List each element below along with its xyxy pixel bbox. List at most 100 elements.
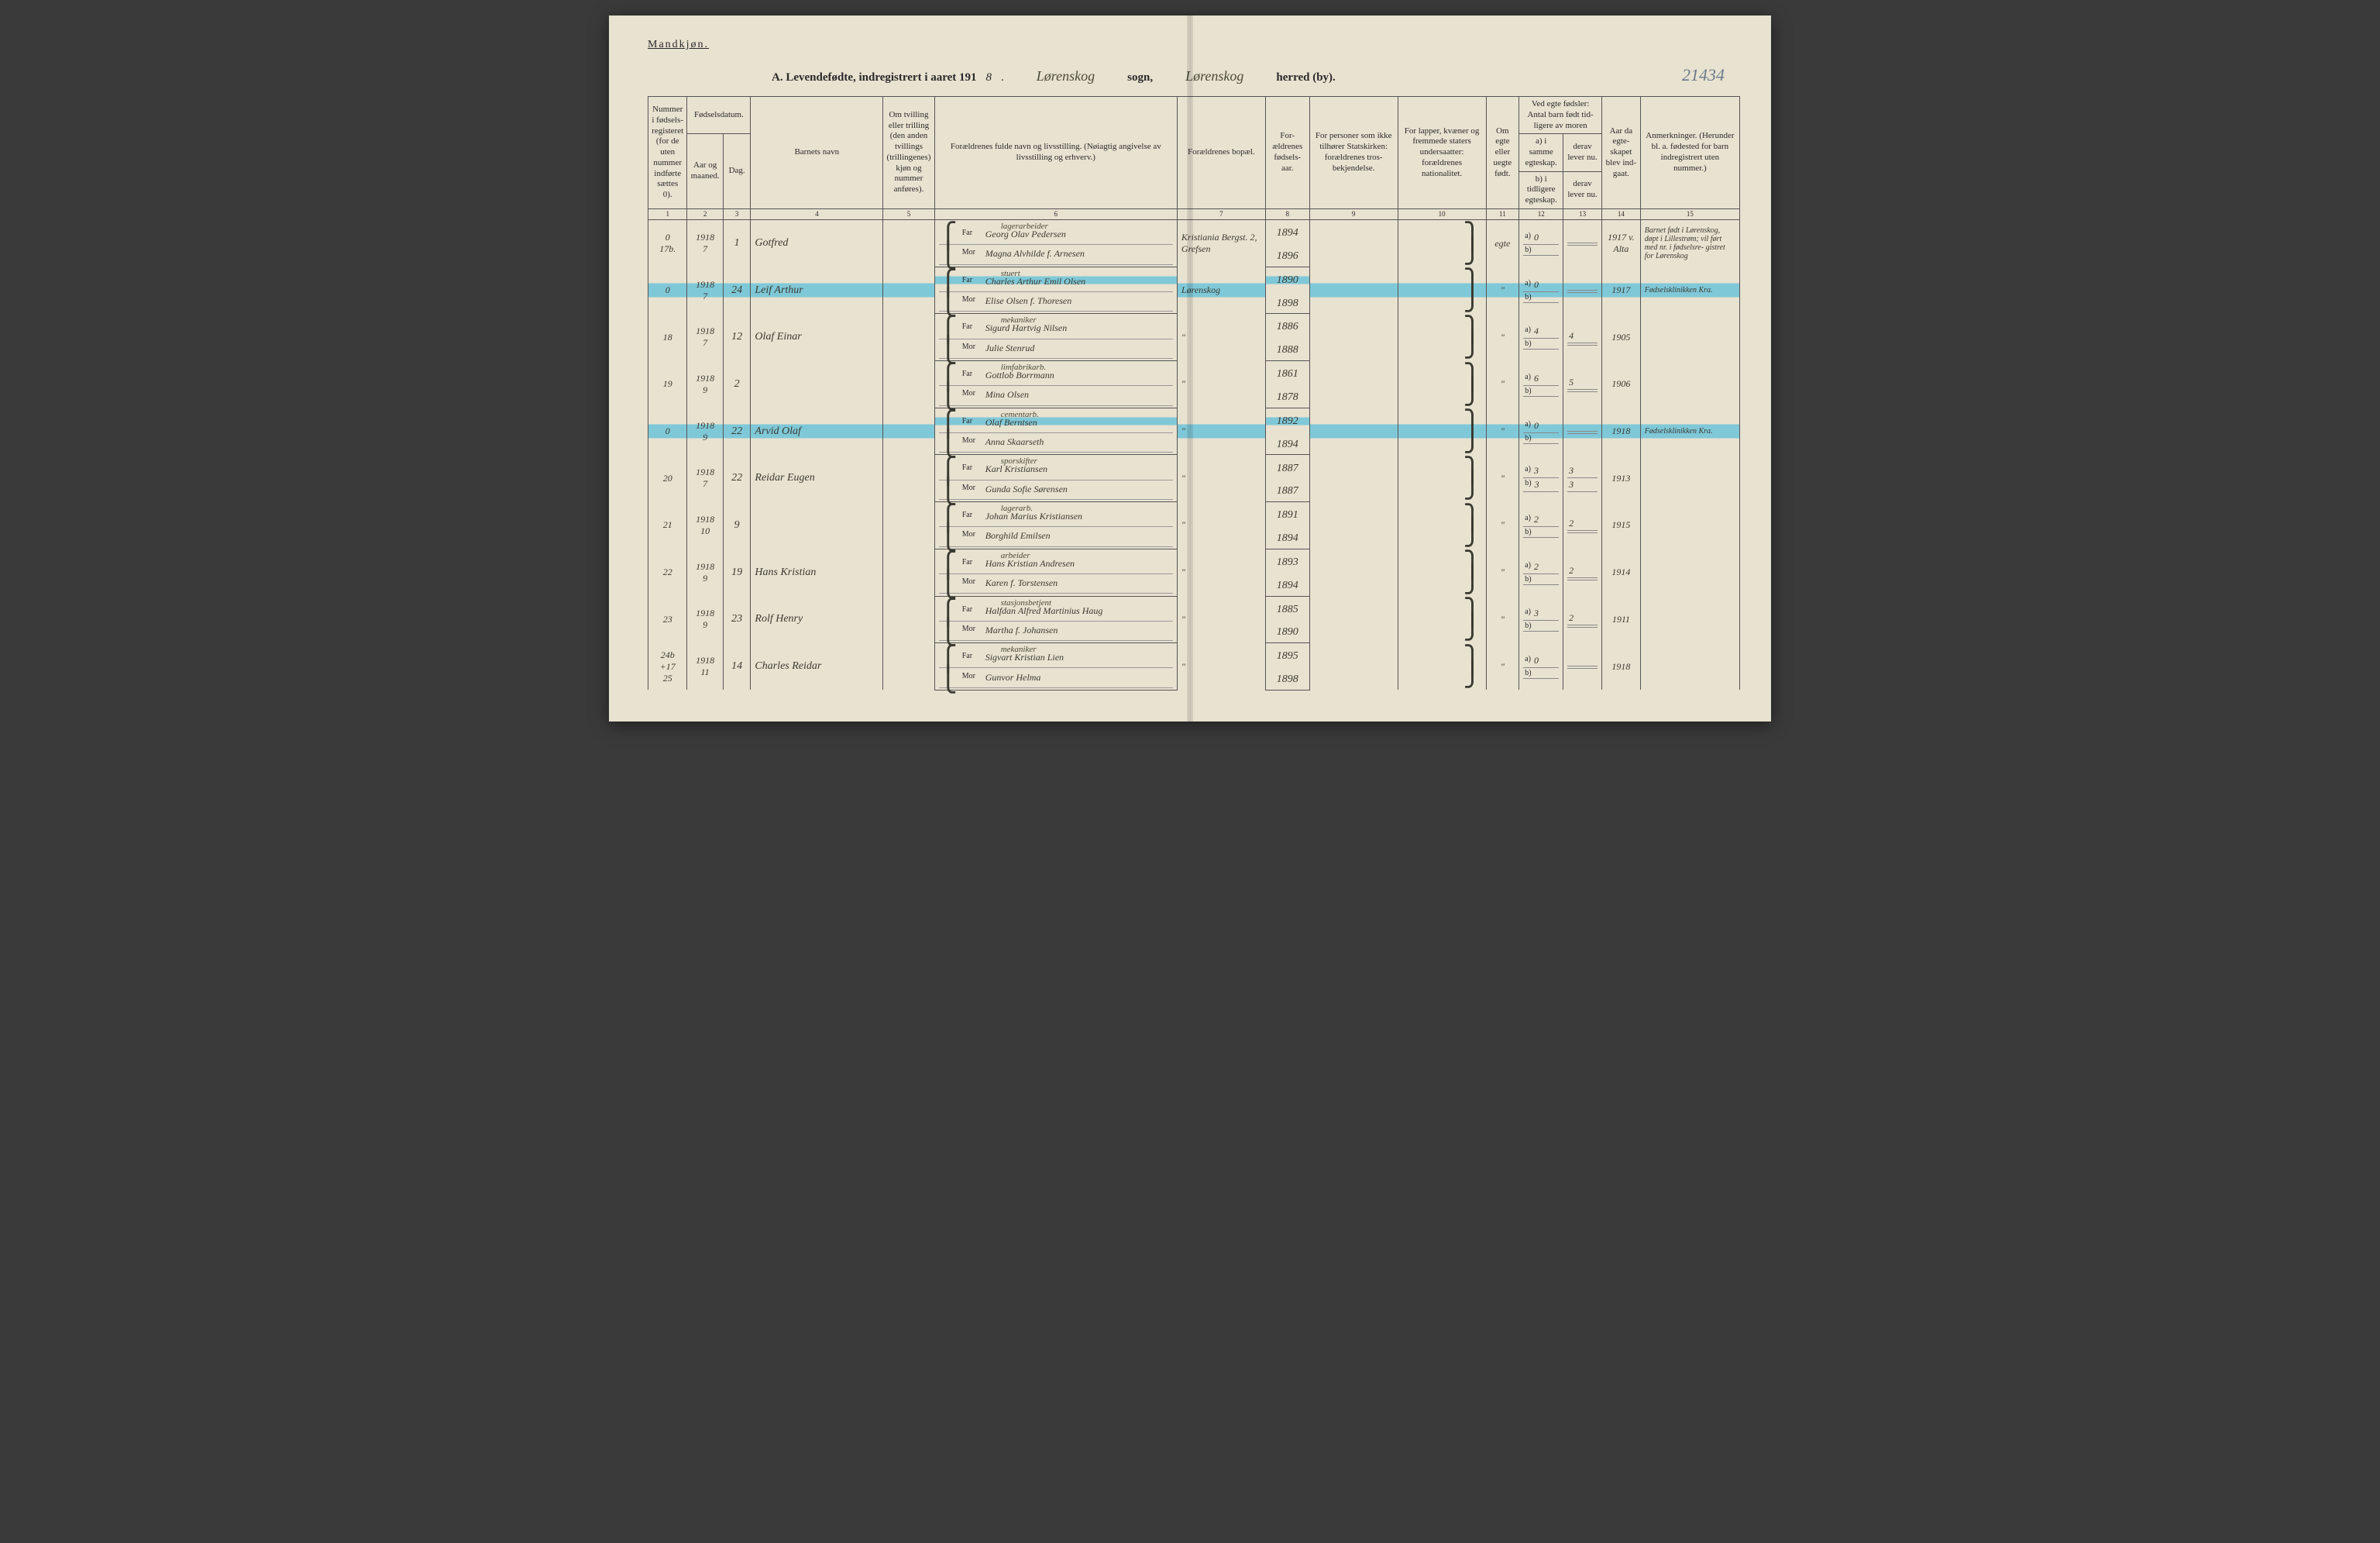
cell-father-birthyear: 1890 [1265,267,1309,294]
father-name: Georg Olav Pedersen [985,229,1066,243]
cell-living [1563,220,1602,267]
cell-father: lagerarbeider ⎧FarGeorg Olav Pedersen [934,220,1177,247]
col-living-b: derav lever nu. [1563,171,1602,208]
cell-marriage-year: 1918 [1601,643,1640,691]
table-row: 0 1918 9 22 Arvid Olaf cementarb. ⎧FarOl… [648,408,1740,435]
cell-prior-children: a)3b)3 [1519,455,1563,502]
father-name: Sigurd Hartvig Nilsen [985,322,1068,337]
cell-legitimate: " [1486,549,1519,596]
cell-residence: Kristiania Bergst. 2, Grefsen [1177,220,1265,267]
cell-day: 9 [723,502,751,549]
cell-legitimate: " [1486,643,1519,691]
cell-prior-children: a)3b) [1519,596,1563,643]
colnum: 4 [751,208,883,219]
gender-heading: Mandkjøn. [648,39,1740,51]
cell-mother: ⎩MorMina Olsen [934,387,1177,408]
cell-religion [1309,220,1398,267]
father-name: Gottlob Borrmann [985,370,1054,384]
cell-year-month: 1918 9 [687,596,723,643]
cell-child-name: Charles Reidar [751,643,883,691]
col-number: Nummer i fødsels- registeret (for de ute… [648,97,687,209]
cell-father-birthyear: 1892 [1265,408,1309,435]
col-twin: Om tvilling eller trilling (den anden tv… [883,97,934,209]
father-name: Karl Kristiansen [985,463,1047,478]
table-row: 20 1918 7 22 Reidar Eugen sporskifter ⎧F… [648,455,1740,482]
title-year: 8 [986,71,992,84]
col-residence: Forældrenes bopæl. [1177,97,1265,209]
cell-prior-children: a)0b) [1519,220,1563,267]
cell-twin [883,267,934,314]
col-religion: For personer som ikke tilhører Statskirk… [1309,97,1398,209]
cell-day: 19 [723,549,751,596]
cell-mother-birthyear: 1894 [1265,435,1309,455]
cell-prior-children: a)0b) [1519,267,1563,314]
col-parent-birthyear: For- ældrenes fødsels- aar. [1265,97,1309,209]
colnum: 6 [934,208,1177,219]
cell-marriage-year: 1913 [1601,455,1640,502]
colnum: 2 [687,208,723,219]
father-name: Johan Marius Kristiansen [985,511,1082,525]
cell-father: cementarb. ⎧FarOlaf Berntsen [934,408,1177,435]
table-row: 23 1918 9 23 Rolf Henry stasjonsbetjent … [648,596,1740,623]
cell-number: 0 17b. [648,220,687,267]
cell-religion [1309,361,1398,408]
cell-father-birthyear: 1887 [1265,455,1309,482]
title-line: A. Levendefødte, indregistrert i aaret 1… [648,65,1740,85]
table-row: 24b +17 25 1918 11 14 Charles Reidar mek… [648,643,1740,670]
cell-living: 2 [1563,549,1602,596]
cell-religion [1309,549,1398,596]
cell-child-name: Olaf Einar [751,314,883,361]
cell-mother: ⎩MorAnna Skaarseth [934,435,1177,455]
cell-mother-birthyear: 1898 [1265,294,1309,314]
mother-name: Elise Olsen f. Thoresen [985,295,1072,310]
cell-mother-birthyear: 1888 [1265,341,1309,361]
colnum: 5 [883,208,934,219]
colnum: 11 [1486,208,1519,219]
father-name: Charles Arthur Emil Olsen [985,276,1085,291]
cell-father: sporskifter ⎧FarKarl Kristiansen [934,455,1177,482]
register-table: Nummer i fødsels- registeret (for de ute… [648,96,1740,691]
cell-father: stuert ⎧FarCharles Arthur Emil Olsen [934,267,1177,294]
cell-residence: " [1177,549,1265,596]
cell-number: 22 [648,549,687,596]
cell-remarks: Barnet født i Lørenskog, døpt i Lillestr… [1640,220,1739,267]
page-annotation: 21434 [1682,65,1740,85]
colnum: 1 [648,208,687,219]
cell-marriage-year: 1917 v. Alta [1601,220,1640,267]
col-prior-children: Ved egte fødsler: Antal barn født tid- l… [1519,97,1602,134]
cell-number: 18 [648,314,687,361]
cell-father-birthyear: 1886 [1265,314,1309,341]
colnum: 10 [1398,208,1486,219]
cell-number: 21 [648,502,687,549]
cell-father-birthyear: 1885 [1265,596,1309,623]
cell-day: 22 [723,408,751,455]
col-prev-marriage: b) i tidligere egteskap. [1519,171,1563,208]
cell-twin [883,220,934,267]
cell-nationality: ⎫⎭ [1398,455,1486,502]
cell-nationality: ⎫⎭ [1398,314,1486,361]
cell-legitimate: " [1486,361,1519,408]
cell-residence: " [1177,643,1265,691]
cell-living: 33 [1563,455,1602,502]
cell-living [1563,408,1602,455]
cell-twin [883,549,934,596]
cell-marriage-year: 1914 [1601,549,1640,596]
cell-father: mekaniker ⎧FarSigvart Kristian Lien [934,643,1177,670]
cell-remarks [1640,361,1739,408]
table-row: 0 1918 7 24 Leif Arthur stuert ⎧FarCharl… [648,267,1740,294]
cell-prior-children: a)6b) [1519,361,1563,408]
cell-legitimate: " [1486,502,1519,549]
cell-twin [883,502,934,549]
cell-father: arbeider ⎧FarHans Kristian Andresen [934,549,1177,576]
cell-twin [883,455,934,502]
cell-nationality: ⎫⎭ [1398,502,1486,549]
cell-prior-children: a)0b) [1519,643,1563,691]
cell-father-birthyear: 1861 [1265,361,1309,388]
cell-year-month: 1918 7 [687,220,723,267]
cell-number: 24b +17 25 [648,643,687,691]
cell-mother: ⎩MorBorghild Emilsen [934,529,1177,549]
cell-father-birthyear: 1891 [1265,502,1309,529]
cell-remarks [1640,549,1739,596]
col-living-a: derav lever nu. [1563,134,1602,171]
col-birthdate: Fødselsdatum. [687,97,751,134]
